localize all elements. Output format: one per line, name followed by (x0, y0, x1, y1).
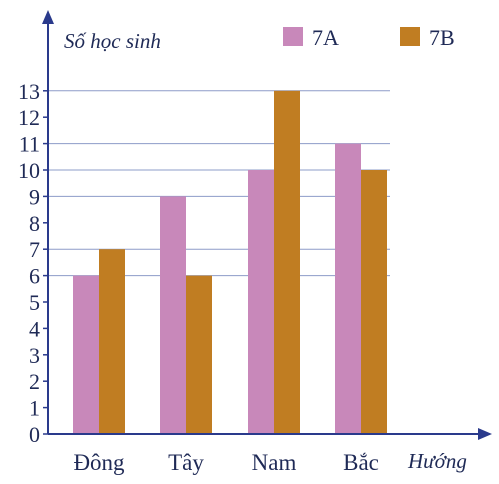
x-category-label: Nam (252, 450, 297, 475)
bar-7a-4 (335, 143, 361, 434)
y-tick-label: 7 (29, 237, 40, 262)
bar-7b-3 (274, 90, 300, 435)
legend-label-7a: 7A (312, 25, 339, 50)
y-tick-label: 0 (29, 422, 40, 447)
x-axis-arrow (478, 428, 492, 440)
y-tick-label: 13 (18, 79, 40, 104)
bars (73, 90, 387, 435)
bar-7a-2 (160, 196, 186, 434)
legend-swatch-7b (400, 27, 420, 46)
x-category-label: Đông (73, 450, 125, 475)
y-tick-label: 6 (29, 264, 40, 289)
legend-label-7b: 7B (429, 25, 455, 50)
y-tick-label: 12 (18, 105, 40, 130)
x-category-label: Bắc (343, 450, 379, 475)
x-category-labels: Đông Tây Nam Bắc (73, 450, 378, 475)
legend: 7A 7B (283, 25, 455, 50)
y-axis-title: Số học sinh (64, 29, 161, 53)
bar-7a-1 (73, 275, 99, 434)
x-category-label: Tây (168, 450, 204, 475)
legend-swatch-7a (283, 27, 303, 46)
y-tick-label: 10 (18, 158, 40, 183)
bar-7b-4 (361, 170, 387, 434)
bar-7b-2 (186, 275, 212, 434)
bar-7b-1 (99, 249, 125, 434)
y-tick-label: 1 (29, 396, 40, 421)
y-tick-label: 3 (29, 343, 40, 368)
y-axis-arrow (42, 10, 54, 24)
y-tick-label: 5 (29, 290, 40, 315)
y-tick-label: 2 (29, 369, 40, 394)
y-tick-label: 11 (19, 132, 40, 157)
bar-7a-3 (248, 170, 274, 434)
x-axis-title: Hướng (407, 449, 467, 473)
y-tick-label: 9 (29, 184, 40, 209)
y-tick-label: 4 (29, 316, 40, 341)
y-tick-label: 8 (29, 211, 40, 236)
